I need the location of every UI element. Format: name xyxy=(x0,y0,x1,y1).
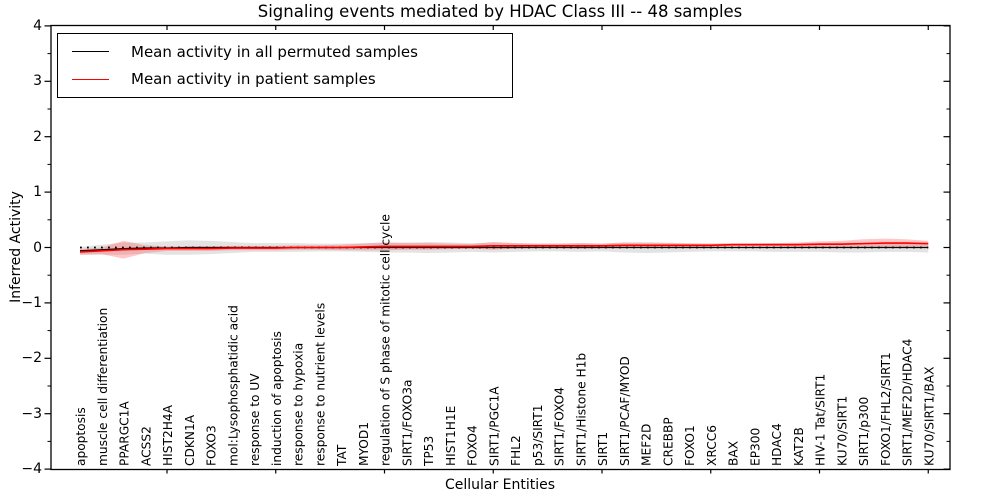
chart-title: Signaling events mediated by HDAC Class … xyxy=(257,2,743,21)
y-tick-label: 0 xyxy=(33,239,42,256)
x-tick-label: muscle cell differentiation xyxy=(96,308,110,466)
permuted-line-swatch-icon xyxy=(72,51,109,53)
legend-item: Mean activity in all permuted samples xyxy=(72,43,512,61)
y-tick-label: −2 xyxy=(21,350,42,367)
x-tick-label: FOXO1 xyxy=(683,425,697,466)
x-tick-label: MYOD1 xyxy=(357,422,371,466)
x-tick-label: SIRT1/Histone H1b xyxy=(574,353,588,466)
legend: Mean activity in all permuted samples Me… xyxy=(57,33,513,98)
y-tick-label: −1 xyxy=(21,294,42,311)
x-tick-label: HIST1H1E xyxy=(444,406,458,466)
x-tick-label: ACSS2 xyxy=(139,426,153,466)
x-tick-label: induction of apoptosis xyxy=(270,331,284,466)
y-tick-label: 3 xyxy=(33,73,42,90)
legend-label: Mean activity in patient samples xyxy=(131,70,376,89)
x-tick-label: HIV-1 Tat/SIRT1 xyxy=(814,374,828,466)
x-tick-label: TAT xyxy=(335,444,349,467)
x-tick-label: response to UV xyxy=(248,373,262,466)
x-tick-label: PPARGC1A xyxy=(118,401,132,466)
x-tick-label: SIRT1/PCAF/MYOD xyxy=(618,356,632,466)
x-tick-label: response to hypoxia xyxy=(292,343,306,466)
x-tick-label: KU70/SIRT1 xyxy=(835,396,849,466)
x-tick-label: apoptosis xyxy=(74,407,88,466)
y-tick-label: 1 xyxy=(33,184,42,201)
x-tick-label: FOXO3 xyxy=(205,425,219,466)
x-tick-label: mol:Lysophosphatidic acid xyxy=(226,305,240,466)
x-tick-label: EP300 xyxy=(748,428,762,466)
y-tick-label: 4 xyxy=(33,17,42,34)
x-tick-label: response to nutrient levels xyxy=(313,303,327,466)
x-axis-label: Cellular Entities xyxy=(444,477,556,493)
x-tick-label: SIRT1/FOXO3a xyxy=(400,380,414,466)
x-tick-label: CREBBP xyxy=(661,417,675,466)
x-tick-label: SIRT1/MEF2D/HDAC4 xyxy=(901,338,915,466)
patient-line-swatch-icon xyxy=(72,78,109,80)
y-tick-label: −4 xyxy=(21,461,42,478)
x-tick-label: SIRT1/PGC1A xyxy=(487,386,501,466)
x-tick-label: FHL2 xyxy=(509,435,523,466)
x-tick-label: KU70/SIRT1/BAX xyxy=(922,367,936,466)
x-tick-label: TP53 xyxy=(422,436,436,467)
x-tick-label: FOXO1/FHL2/SIRT1 xyxy=(879,352,893,466)
x-tick-label: FOXO4 xyxy=(466,425,480,466)
y-tick-label: 2 xyxy=(33,128,42,145)
x-tick-label: KAT2B xyxy=(792,427,806,466)
x-tick-label: SIRT1/p300 xyxy=(857,397,871,466)
x-tick-label: HIST2H4A xyxy=(161,404,175,466)
x-tick-label: CDKN1A xyxy=(183,414,197,466)
x-tick-label: SIRT1 xyxy=(596,432,610,466)
x-tick-label: p53/SIRT1 xyxy=(531,405,545,466)
x-tick-label: XRCC6 xyxy=(705,425,719,466)
x-tick-label: HDAC4 xyxy=(770,423,784,466)
legend-item: Mean activity in patient samples xyxy=(72,70,512,88)
patient-band xyxy=(80,238,929,259)
x-tick-label: regulation of S phase of mitotic cell cy… xyxy=(379,214,393,466)
x-tick-label: BAX xyxy=(727,441,741,466)
y-tick-label: −3 xyxy=(21,405,42,422)
x-tick-label: MEF2D xyxy=(640,424,654,466)
patient-mean-line xyxy=(79,242,929,253)
x-tick-label: SIRT1/FOXO4 xyxy=(553,387,567,466)
legend-label: Mean activity in all permuted samples xyxy=(131,42,418,61)
